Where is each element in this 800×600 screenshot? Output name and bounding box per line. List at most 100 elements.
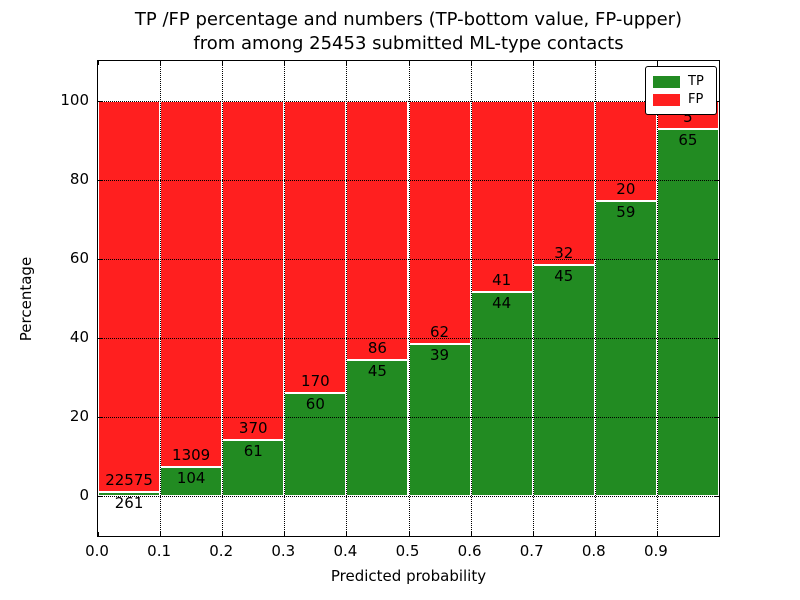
fp-count-label-4: 86 (367, 339, 387, 358)
tp-count-label-0: 261 (114, 493, 144, 512)
y-tickmark-right (715, 417, 719, 419)
x-tickmark-top (470, 61, 472, 65)
tp-count-label-9: 65 (678, 130, 698, 149)
v-gridline-0.6 (470, 61, 472, 536)
tp-count-label-1: 104 (176, 469, 206, 488)
chart-title-line2: from among 25453 submitted ML-type conta… (193, 33, 624, 54)
y-tick-label-40: 40 (69, 328, 89, 347)
plot-area: 22575 261 1309 104 370 61 170 60 86 45 62 39 41 44 32 4… (97, 60, 720, 537)
x-tickmark-top (98, 61, 99, 65)
x-tickmark-bottom (160, 532, 162, 536)
bar-segment-fp-0 (98, 100, 161, 492)
bar-segment-fp-1 (160, 100, 223, 468)
x-tickmark-bottom (408, 532, 410, 536)
tp-count-label-6: 44 (492, 293, 512, 312)
y-tickmark-left (98, 179, 102, 181)
v-gridline-0.2 (222, 61, 224, 536)
y-tick-label-80: 80 (69, 169, 89, 188)
bar-segment-tp-3 (284, 393, 347, 497)
y-tickmark-right (715, 179, 719, 181)
x-tickmark-top (532, 61, 534, 65)
y-tickmark-left (98, 338, 102, 340)
x-tick-label-0.3: 0.3 (271, 542, 296, 560)
fp-count-label-9: 5 (683, 107, 693, 126)
x-tickmark-bottom (346, 532, 348, 536)
x-tick-label-0.5: 0.5 (395, 542, 420, 560)
bar-segment-fp-7 (532, 100, 595, 266)
y-axis-label: Percentage (17, 256, 35, 342)
y-tick-label-0: 0 (79, 486, 89, 505)
x-tick-label-0.9: 0.9 (643, 542, 668, 560)
v-gridline-0.1 (160, 61, 162, 536)
x-tickmark-top (160, 61, 162, 65)
y-tickmark-right (715, 338, 719, 340)
x-tickmark-top (222, 61, 224, 65)
x-axis-label: Predicted probability (330, 567, 487, 585)
x-tickmark-bottom (656, 532, 658, 536)
x-tick-label-0.6: 0.6 (457, 542, 482, 560)
x-tick-label-0.8: 0.8 (581, 542, 606, 560)
tp-count-label-2: 61 (243, 442, 263, 461)
fp-count-label-6: 41 (492, 270, 512, 289)
x-tickmark-top (284, 61, 286, 65)
x-tickmark-top (656, 61, 658, 65)
bar-segment-tp-0 (98, 491, 161, 497)
y-tickmark-right (715, 100, 719, 102)
y-tickmark-left (98, 496, 102, 498)
x-tickmark-top (408, 61, 410, 65)
bar-segment-tp-6 (470, 291, 533, 497)
tp-count-label-8: 59 (616, 202, 636, 221)
fp-count-label-8: 20 (616, 179, 636, 198)
bar-segment-tp-5 (408, 343, 471, 497)
legend-swatch-fp (653, 93, 680, 106)
tp-count-label-7: 45 (554, 267, 574, 286)
tp-count-label-3: 60 (305, 395, 325, 414)
fp-count-label-0: 22575 (105, 470, 153, 489)
fp-count-label-3: 170 (301, 372, 330, 391)
v-gridline-0.8 (594, 61, 596, 536)
x-tickmark-top (594, 61, 596, 65)
bar-segment-tp-8 (594, 200, 657, 497)
x-tick-label-0.7: 0.7 (519, 542, 544, 560)
tp-count-label-4: 45 (367, 362, 387, 381)
x-tick-label-0.4: 0.4 (333, 542, 358, 560)
y-tickmark-right (715, 496, 719, 498)
v-gridline-0.3 (284, 61, 286, 536)
x-tick-label-0.2: 0.2 (209, 542, 234, 560)
x-tickmark-bottom (594, 532, 596, 536)
bar-segment-fp-8 (594, 100, 657, 201)
tp-count-label-5: 39 (430, 345, 450, 364)
fp-count-label-1: 1309 (172, 446, 211, 465)
v-gridline-0.7 (532, 61, 534, 536)
x-tickmark-top (346, 61, 348, 65)
y-tick-label-60: 60 (69, 248, 89, 267)
x-tickmark-bottom (470, 532, 472, 536)
y-tickmark-left (98, 417, 102, 419)
bar-segment-tp-7 (532, 265, 595, 497)
fp-count-label-5: 62 (430, 322, 450, 341)
v-gridline-0.4 (346, 61, 348, 536)
bar-segment-fp-2 (222, 100, 285, 441)
fp-count-label-7: 32 (554, 244, 574, 263)
y-tickmark-right (715, 258, 719, 260)
chart-title: TP /FP percentage and numbers (TP-bottom… (97, 8, 720, 56)
bar-segment-fp-6 (470, 100, 533, 292)
y-tickmark-left (98, 258, 102, 260)
y-tickmark-left (98, 100, 102, 102)
x-tickmark-bottom (284, 532, 286, 536)
bar-segment-fp-5 (408, 100, 471, 344)
v-gridline-0.5 (408, 61, 410, 536)
x-tickmark-bottom (222, 532, 224, 536)
legend-label-tp: TP (688, 74, 704, 89)
legend-entry-tp: TP (653, 73, 709, 90)
x-tickmark-bottom (98, 532, 99, 536)
bar-segment-fp-4 (346, 100, 409, 361)
y-tick-label-100: 100 (60, 90, 89, 109)
bar-segment-tp-4 (346, 360, 409, 497)
legend-label-fp: FP (688, 92, 704, 107)
v-gridline-0.9 (656, 61, 658, 536)
x-tick-label-0.1: 0.1 (147, 542, 172, 560)
bar-segment-tp-9 (656, 128, 719, 497)
legend-entry-fp: FP (653, 91, 709, 108)
